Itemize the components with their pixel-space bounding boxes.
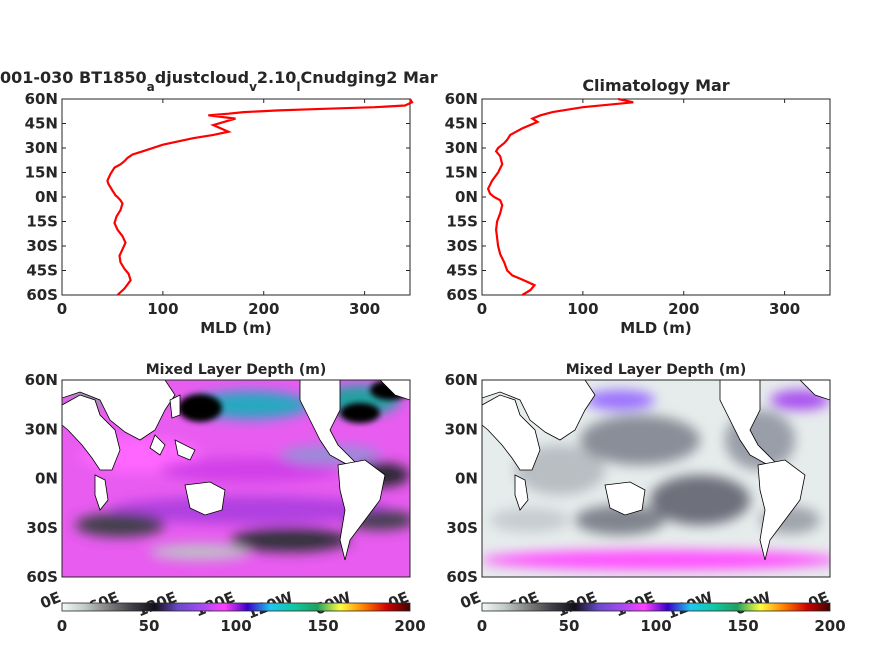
map-ytick-label: 60S — [26, 568, 58, 586]
profile-panel-right: Climatology Mar 60N 45N 30N 15N 0N 15S 30S 45S 6… — [445, 76, 831, 337]
map-ytick-label: 30N — [25, 420, 58, 438]
ytick-label: 15N — [445, 164, 478, 182]
map-xtick-label: 0E — [38, 588, 64, 612]
profile-right-xlabel: MLD (m) — [620, 319, 692, 337]
map-right-title: Mixed Layer Depth (m) — [566, 362, 747, 378]
map-xtick-label: 60E — [86, 588, 122, 616]
xtick-label: 200 — [248, 300, 279, 318]
map-left-land — [62, 380, 410, 561]
colorbar-tick-label: 150 — [727, 617, 758, 635]
profile-right-title: Climatology Mar — [582, 76, 729, 95]
ytick-label: 45N — [25, 115, 58, 133]
colorbar-tick-label: 200 — [394, 617, 425, 635]
map-left-title: Mixed Layer Depth (m) — [146, 362, 327, 378]
ytick-label: 15N — [25, 164, 58, 182]
colorbar-tick-label: 50 — [559, 617, 580, 635]
colorbar-tick-label: 0 — [477, 617, 487, 635]
ytick-label: 30N — [25, 139, 58, 157]
xtick-label: 0 — [477, 300, 487, 318]
profile-left-axes — [61, 98, 411, 296]
ytick-label: 60S — [446, 286, 478, 304]
map-ytick-label: 60S — [446, 568, 478, 586]
profile-panel-left: 001-030 BT1850adjustcloudv2.10lCnudging2… — [0, 68, 438, 337]
colorbar-tick-label: 150 — [307, 617, 338, 635]
colorbar-left — [61, 602, 411, 612]
xtick-label: 100 — [147, 300, 178, 318]
ytick-label: 0N — [35, 188, 58, 206]
colorbar-tick-label: 0 — [57, 617, 67, 635]
ytick-label: 0N — [455, 188, 478, 206]
ytick-label: 60N — [25, 90, 58, 108]
map-ytick-label: 30S — [446, 519, 478, 537]
ytick-label: 30S — [26, 237, 58, 255]
colorbar-right — [481, 602, 831, 612]
map-ytick-label: 60N — [25, 371, 58, 389]
map-xtick-label: 60E — [506, 588, 542, 616]
ytick-label: 15S — [446, 213, 478, 231]
profile-right-line — [486, 97, 634, 296]
ytick-label: 15S — [26, 213, 58, 231]
map-ytick-label: 30S — [26, 519, 58, 537]
map-left-axes — [61, 379, 411, 578]
ytick-label: 45N — [445, 115, 478, 133]
map-ytick-label: 30N — [445, 420, 478, 438]
map-right-axes — [481, 379, 831, 578]
ytick-label: 45S — [446, 262, 478, 280]
map-left-field — [62, 380, 410, 577]
map-panel-right: Mixed Layer Depth (m) — [445, 362, 846, 635]
colorbar-tick-label: 100 — [640, 617, 671, 635]
xtick-label: 100 — [567, 300, 598, 318]
profile-left-title: 001-030 BT1850adjustcloudv2.10lCnudging2… — [0, 68, 438, 94]
xtick-label: 300 — [769, 300, 800, 318]
map-right-land — [482, 380, 830, 561]
profile-left-line — [106, 98, 414, 296]
xtick-label: 0 — [57, 300, 67, 318]
ytick-label: 45S — [26, 262, 58, 280]
colorbar-tick-label: 50 — [139, 617, 160, 635]
profile-right-axes — [481, 98, 831, 296]
map-panel-left: Mixed Layer Depth (m) — [25, 362, 426, 635]
ytick-label: 30S — [446, 237, 478, 255]
ytick-label: 60N — [445, 90, 478, 108]
ytick-label: 60S — [26, 286, 58, 304]
map-ytick-label: 60N — [445, 371, 478, 389]
xtick-label: 200 — [668, 300, 699, 318]
map-right-field — [482, 380, 830, 577]
map-ytick-label: 0N — [35, 470, 58, 488]
colorbar-tick-label: 200 — [814, 617, 845, 635]
map-ytick-label: 0N — [455, 470, 478, 488]
map-xtick-label: 0E — [458, 588, 484, 612]
colorbar-tick-label: 100 — [220, 617, 251, 635]
profile-left-xlabel: MLD (m) — [200, 319, 272, 337]
ytick-label: 30N — [445, 139, 478, 157]
xtick-label: 300 — [349, 300, 380, 318]
